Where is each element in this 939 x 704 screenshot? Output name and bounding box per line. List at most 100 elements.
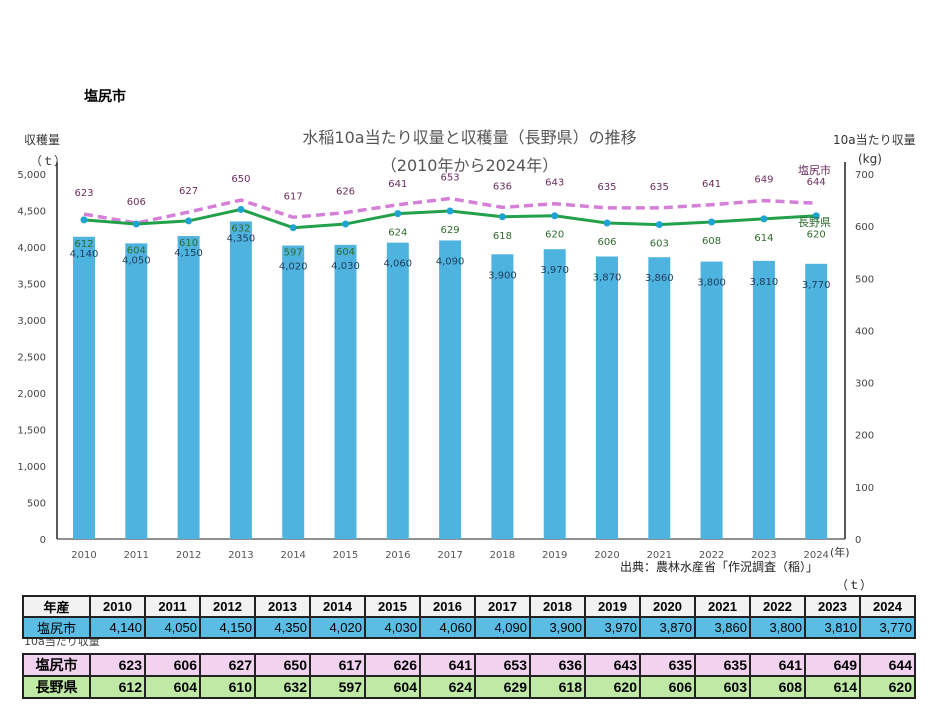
table-header-year: 2024 bbox=[859, 595, 916, 618]
label-shiojiri: 626 bbox=[336, 187, 355, 198]
left-tick-label: 5,000 bbox=[17, 170, 46, 181]
table-header-year: 2017 bbox=[474, 595, 531, 618]
label-bar-harvest: 4,060 bbox=[383, 259, 412, 270]
table-header-year: 2015 bbox=[364, 595, 421, 618]
label-nagano: 612 bbox=[74, 239, 93, 250]
label-shiojiri: 649 bbox=[754, 175, 773, 186]
x-tick-label: 2014 bbox=[280, 550, 305, 560]
marker-nagano bbox=[498, 213, 506, 221]
chart-svg: 0 500 1,000 1,500 2,000 2,500 3,000 3,500 4,000 4… bbox=[17, 162, 874, 560]
marker-nagano bbox=[603, 219, 611, 227]
label-shiojiri: 617 bbox=[284, 191, 303, 202]
label-nagano: 603 bbox=[650, 239, 669, 250]
marker-nagano bbox=[394, 210, 402, 218]
left-tick-label: 1,500 bbox=[17, 426, 46, 437]
table-cell: 620 bbox=[584, 675, 641, 699]
table-header-label: 年産 bbox=[22, 595, 91, 618]
label-bar-harvest: 4,020 bbox=[279, 262, 308, 273]
x-tick-label: 2017 bbox=[437, 550, 462, 560]
x-tick-label: 2018 bbox=[490, 550, 515, 560]
table-cell: 641 bbox=[419, 653, 476, 677]
table-cell: 4,150 bbox=[199, 616, 256, 639]
table-row-label: 塩尻市 bbox=[22, 653, 91, 677]
table-cell: 610 bbox=[199, 675, 256, 699]
label-bar-harvest: 4,050 bbox=[122, 255, 151, 266]
table-cell: 604 bbox=[144, 675, 201, 699]
bar-harvest bbox=[543, 249, 566, 539]
yield-section-label: 10a当たり収量 bbox=[24, 635, 100, 648]
table-cell: 4,350 bbox=[254, 616, 311, 639]
label-nagano: 620 bbox=[807, 230, 826, 241]
left-tick-label: 4,000 bbox=[17, 243, 46, 254]
table-cell: 3,800 bbox=[749, 616, 806, 639]
x-tick-label: 2012 bbox=[176, 550, 201, 560]
right-tick-label: 500 bbox=[855, 274, 874, 285]
label-bar-harvest: 3,870 bbox=[593, 272, 622, 283]
table-header-year: 2023 bbox=[804, 595, 861, 618]
table-header-year: 2019 bbox=[584, 595, 641, 618]
left-tick-label: 3,500 bbox=[17, 280, 46, 291]
table-cell: 649 bbox=[804, 653, 861, 677]
table-cell: 4,020 bbox=[309, 616, 366, 639]
table-cell: 606 bbox=[144, 653, 201, 677]
left-tick-label: 0 bbox=[40, 535, 46, 546]
label-bar-harvest: 3,800 bbox=[697, 278, 726, 289]
table-cell: 635 bbox=[694, 653, 751, 677]
marker-nagano bbox=[812, 212, 820, 220]
x-tick-label: 2022 bbox=[699, 550, 724, 560]
table-cell: 618 bbox=[529, 675, 586, 699]
label-bar-harvest: 3,770 bbox=[802, 280, 831, 291]
label-nagano: 624 bbox=[388, 228, 407, 239]
left-tick-label: 2,500 bbox=[17, 353, 46, 364]
x-tick-label: 2010 bbox=[71, 550, 96, 560]
table-cell: 597 bbox=[309, 675, 366, 699]
table-header-year: 2012 bbox=[199, 595, 256, 618]
source-note: 出典：農林水産省「作況調査（稲）」 bbox=[620, 560, 819, 574]
bar-harvest bbox=[439, 240, 462, 539]
legend-shiojiri: 塩尻市 bbox=[798, 164, 831, 177]
marker-nagano bbox=[760, 215, 768, 223]
x-tick-label: 2015 bbox=[333, 550, 358, 560]
marker-nagano bbox=[446, 207, 454, 215]
table-header-year: 2013 bbox=[254, 595, 311, 618]
city-title: 塩尻市 bbox=[84, 89, 126, 105]
table-cell: 626 bbox=[364, 653, 421, 677]
table-header-year: 2018 bbox=[529, 595, 586, 618]
table-cell: 636 bbox=[529, 653, 586, 677]
table-cell: 3,900 bbox=[529, 616, 586, 639]
marker-nagano bbox=[80, 216, 88, 224]
table-cell: 4,090 bbox=[474, 616, 531, 639]
right-tick-label: 200 bbox=[855, 431, 874, 442]
table-cell: 4,140 bbox=[89, 616, 146, 639]
chart-subtitle: （2010年から2024年） bbox=[380, 156, 559, 175]
label-nagano: 614 bbox=[754, 233, 773, 244]
label-bar-harvest: 4,030 bbox=[331, 261, 360, 272]
marker-nagano bbox=[185, 217, 193, 225]
label-bar-harvest: 3,810 bbox=[750, 277, 779, 288]
label-bar-harvest: 4,150 bbox=[174, 248, 203, 259]
table-cell: 4,060 bbox=[419, 616, 476, 639]
table-row-label: 長野県 bbox=[22, 675, 91, 699]
table-cell: 3,770 bbox=[859, 616, 916, 639]
label-nagano: 604 bbox=[336, 247, 355, 258]
table-unit: （ｔ） bbox=[836, 578, 873, 592]
bar-harvest bbox=[805, 263, 828, 539]
table-cell: 650 bbox=[254, 653, 311, 677]
label-shiojiri: 606 bbox=[127, 197, 146, 208]
bar-harvest bbox=[752, 260, 775, 539]
left-tick-label: 2,000 bbox=[17, 389, 46, 400]
table-cell: 4,050 bbox=[144, 616, 201, 639]
table-header-year: 2022 bbox=[749, 595, 806, 618]
label-shiojiri: 653 bbox=[441, 173, 460, 184]
label-shiojiri: 623 bbox=[74, 188, 93, 199]
table-cell: 643 bbox=[584, 653, 641, 677]
label-bar-harvest: 3,860 bbox=[645, 273, 674, 284]
label-bar-harvest: 3,970 bbox=[540, 265, 569, 276]
x-tick-label: 2016 bbox=[385, 550, 410, 560]
table-cell: 632 bbox=[254, 675, 311, 699]
table-cell: 653 bbox=[474, 653, 531, 677]
label-bar-harvest: 3,900 bbox=[488, 270, 517, 281]
x-tick-label: 2021 bbox=[647, 550, 672, 560]
table-header-year: 2020 bbox=[639, 595, 696, 618]
bar-harvest bbox=[73, 236, 95, 539]
